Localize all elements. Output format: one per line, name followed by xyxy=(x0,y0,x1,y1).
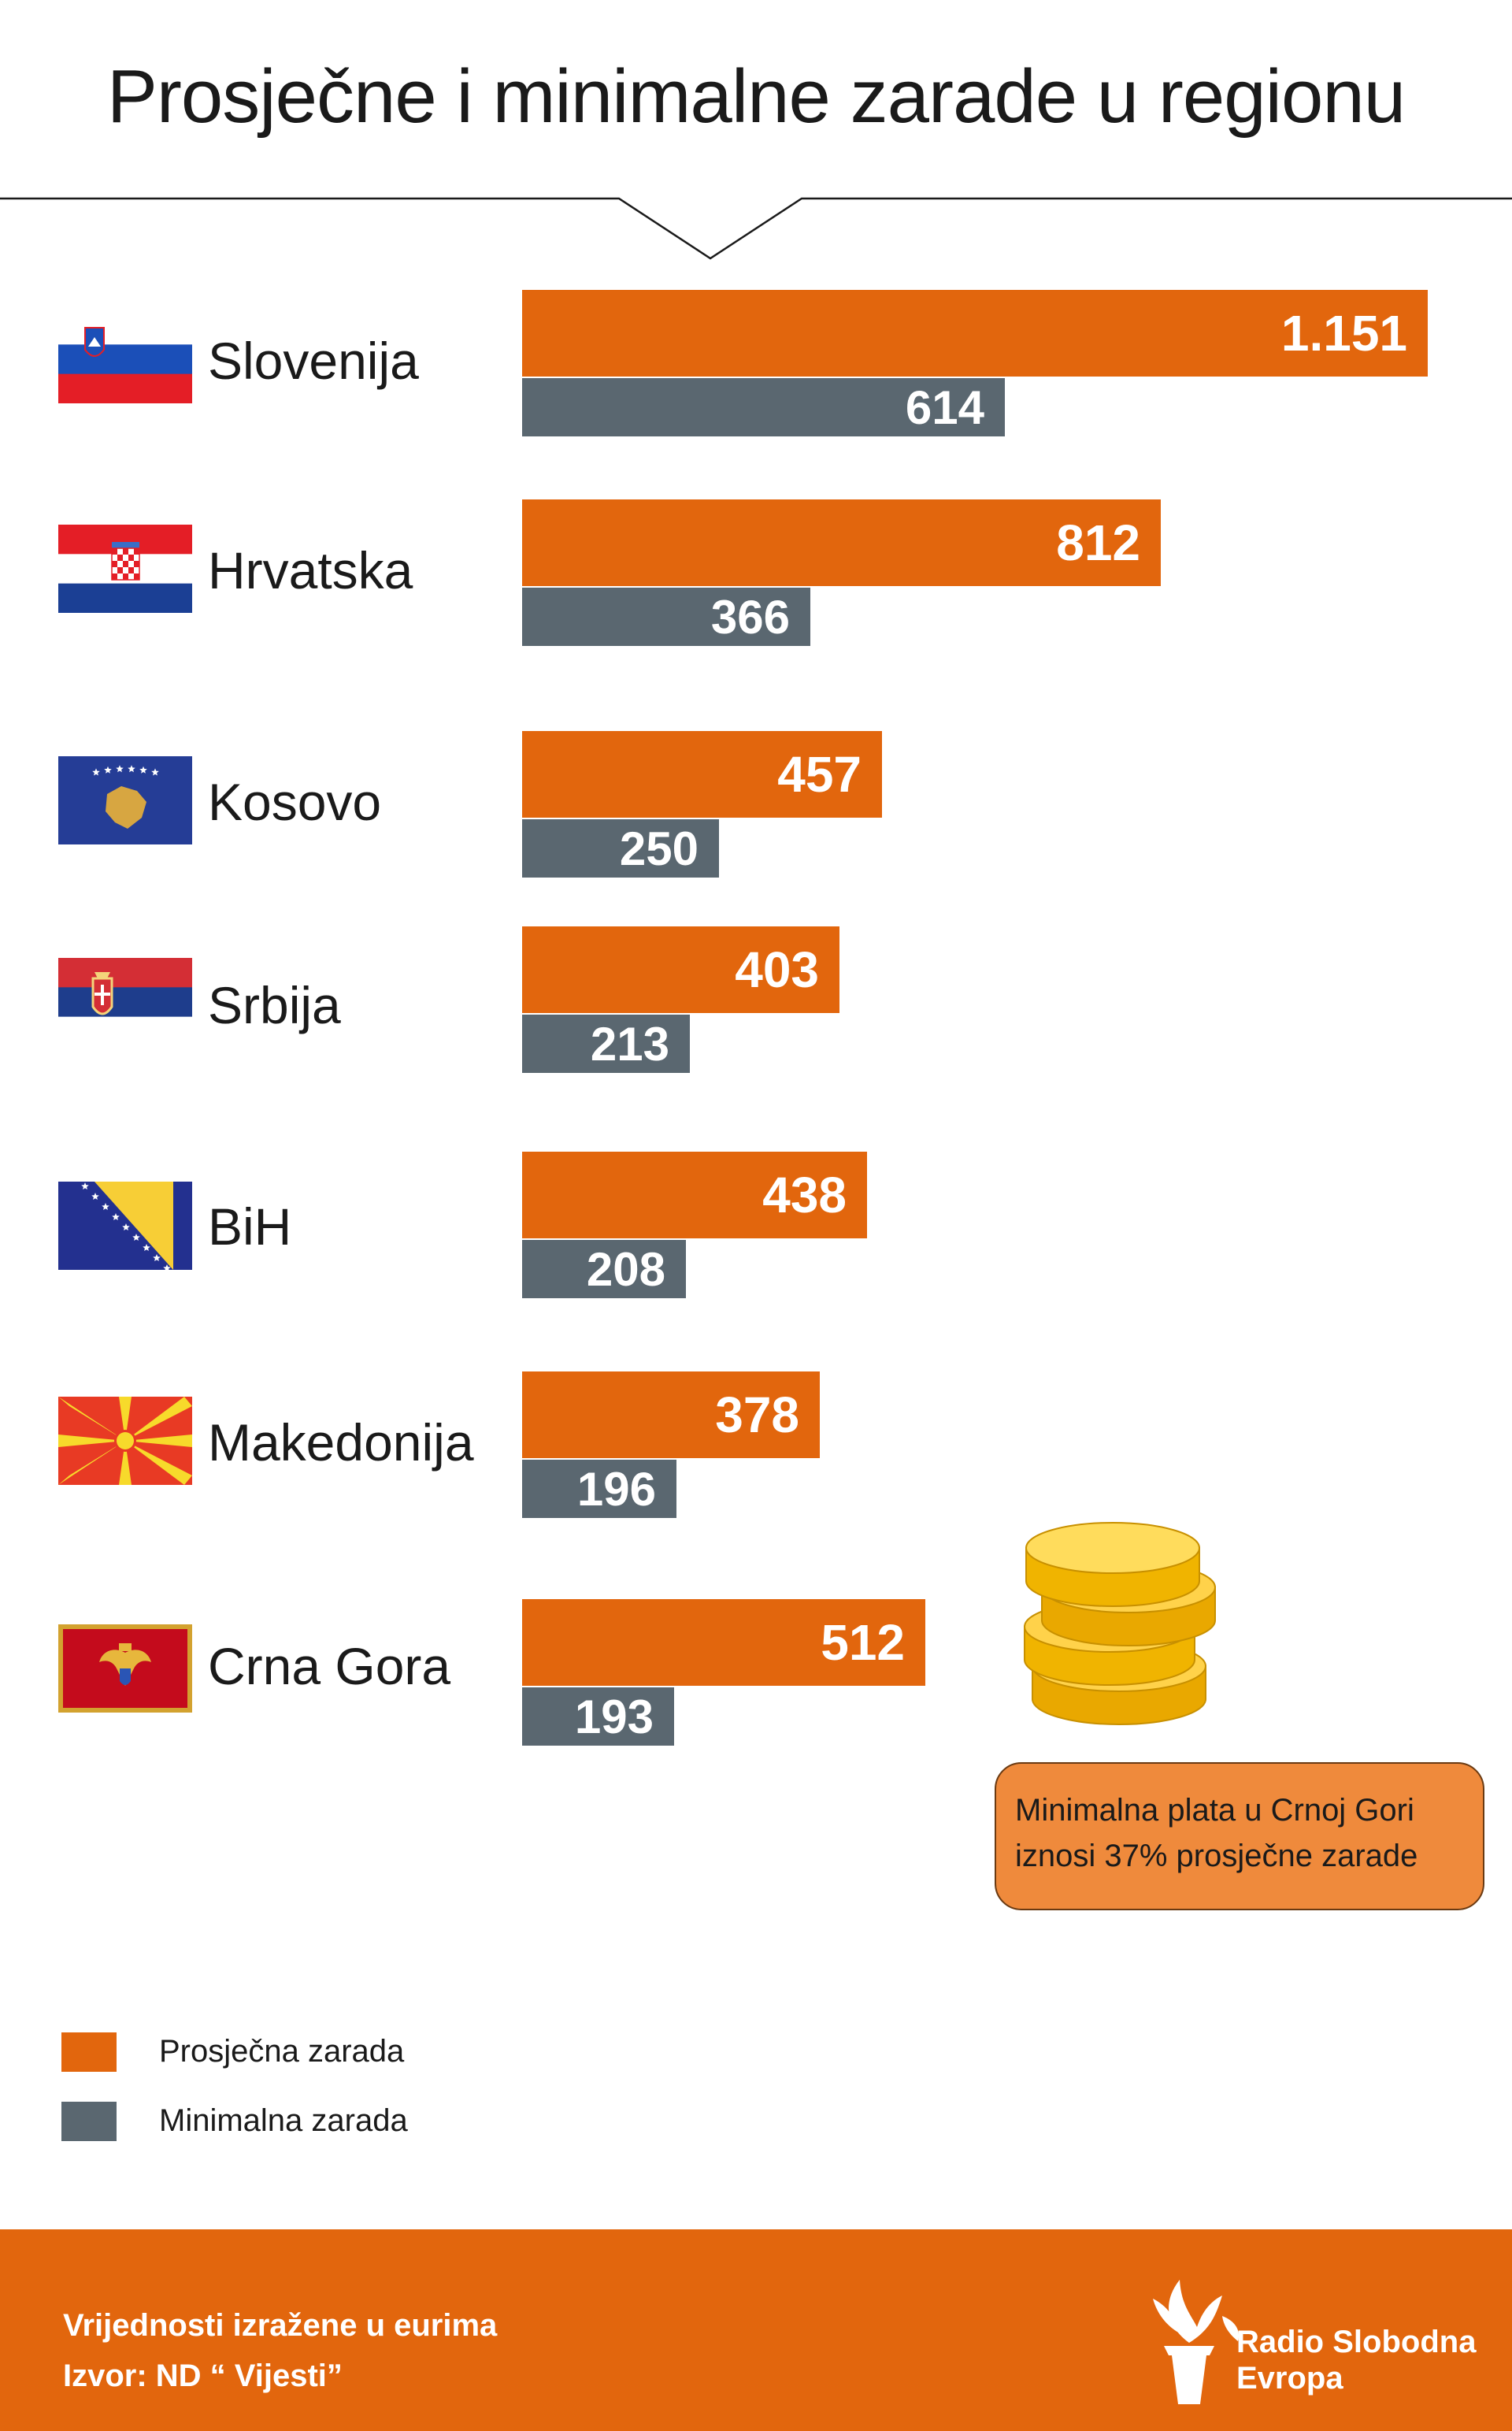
bar-average: 812 xyxy=(522,499,1161,586)
bar-value-label: 208 xyxy=(586,1242,665,1296)
footer: Vrijednosti izražene u eurima Izvor: ND … xyxy=(0,2229,1512,2431)
bar-average: 457 xyxy=(522,731,882,818)
footer-note-source: Izvor: ND “ Vijesti” xyxy=(63,2359,343,2393)
country-row-hrvatska: Hrvatska 812 366 xyxy=(0,499,1512,698)
country-label: Srbija xyxy=(208,976,341,1034)
bar-value-label: 403 xyxy=(735,941,819,998)
bar-average: 403 xyxy=(522,926,839,1013)
bar-average: 438 xyxy=(522,1152,867,1238)
legend-swatch-minimum xyxy=(61,2102,117,2141)
country-label: Crna Gora xyxy=(208,1637,451,1695)
country-label: Hrvatska xyxy=(208,541,413,599)
bar-value-label: 1.151 xyxy=(1280,305,1407,362)
bosnia-flag-icon xyxy=(58,1182,192,1270)
bar-value-label: 438 xyxy=(762,1167,847,1223)
bar-chart: Slovenija 1.151 614 Hrvatska 812 366 Kosovo 457… xyxy=(0,284,1512,1780)
croatia-flag-icon xyxy=(58,525,192,613)
legend-item-average: Prosječna zarada xyxy=(61,2032,613,2077)
legend: Prosječna zarada Minimalna zarada xyxy=(61,2032,613,2166)
footer-note-currency: Vrijednosti izražene u eurima xyxy=(63,2308,498,2343)
bar-average: 378 xyxy=(522,1371,820,1458)
bar-minimum: 196 xyxy=(522,1460,676,1518)
bar-value-label: 193 xyxy=(574,1690,654,1743)
callout-line-2: iznosi 37% prosječne zarade xyxy=(1015,1839,1418,1873)
bar-value-label: 366 xyxy=(710,590,790,644)
legend-swatch-average xyxy=(61,2032,117,2072)
legend-label-average: Prosječna zarada xyxy=(159,2034,405,2069)
bar-average: 512 xyxy=(522,1599,925,1686)
country-label: BiH xyxy=(208,1197,292,1256)
country-row-crna-gora: Crna Gora 512 193 xyxy=(0,1599,1512,1798)
bar-value-label: 457 xyxy=(777,746,862,803)
callout-line-1: Minimalna plata u Crnoj Gori xyxy=(1015,1793,1414,1828)
header-divider xyxy=(0,197,1512,260)
kosovo-flag-icon xyxy=(58,756,192,844)
coin-stack-icon xyxy=(1024,1522,1216,1725)
bar-value-label: 812 xyxy=(1056,514,1140,571)
country-label: Kosovo xyxy=(208,773,382,831)
bar-value-label: 196 xyxy=(576,1462,656,1516)
country-row-srbija: Srbija 403 213 xyxy=(0,926,1512,1125)
bar-value-label: 250 xyxy=(619,822,699,875)
country-row-kosovo: Kosovo 457 250 xyxy=(0,731,1512,930)
legend-label-minimum: Minimalna zarada xyxy=(159,2103,408,2138)
bar-minimum: 213 xyxy=(522,1015,690,1073)
country-row-makedonija: Makedonija 378 196 xyxy=(0,1371,1512,1570)
country-label: Makedonija xyxy=(208,1413,474,1472)
bar-value-label: 614 xyxy=(905,380,984,434)
page-title: Prosječne i minimalne zarade u regionu xyxy=(106,54,1406,139)
bar-minimum: 366 xyxy=(522,588,810,646)
brand-name: Radio Slobodna Evropa xyxy=(1236,2324,1476,2396)
brand-name-line-2: Evropa xyxy=(1236,2361,1343,2396)
bar-value-label: 378 xyxy=(715,1386,799,1443)
bar-minimum: 614 xyxy=(522,378,1005,436)
legend-item-minimum: Minimalna zarada xyxy=(61,2102,613,2146)
bar-average: 1.151 xyxy=(522,290,1428,377)
country-row-slovenija: Slovenija 1.151 614 xyxy=(0,290,1512,488)
bar-value-label: 512 xyxy=(821,1614,905,1671)
torch-logo-icon xyxy=(1153,2280,1240,2404)
slovenia-flag-icon xyxy=(58,315,192,403)
bar-value-label: 213 xyxy=(590,1017,669,1071)
macedonia-flag-icon xyxy=(58,1397,192,1485)
callout-note: Minimalna plata u Crnoj Gori iznosi 37% … xyxy=(995,1762,1484,1910)
country-row-bih: BiH 438 208 xyxy=(0,1152,1512,1350)
bar-minimum: 208 xyxy=(522,1240,686,1298)
montenegro-flag-icon xyxy=(58,1624,192,1713)
country-label: Slovenija xyxy=(208,332,419,390)
bar-minimum: 250 xyxy=(522,819,719,878)
bar-minimum: 193 xyxy=(522,1687,674,1746)
brand-name-line-1: Radio Slobodna xyxy=(1236,2325,1477,2359)
serbia-flag-icon xyxy=(58,958,192,1046)
